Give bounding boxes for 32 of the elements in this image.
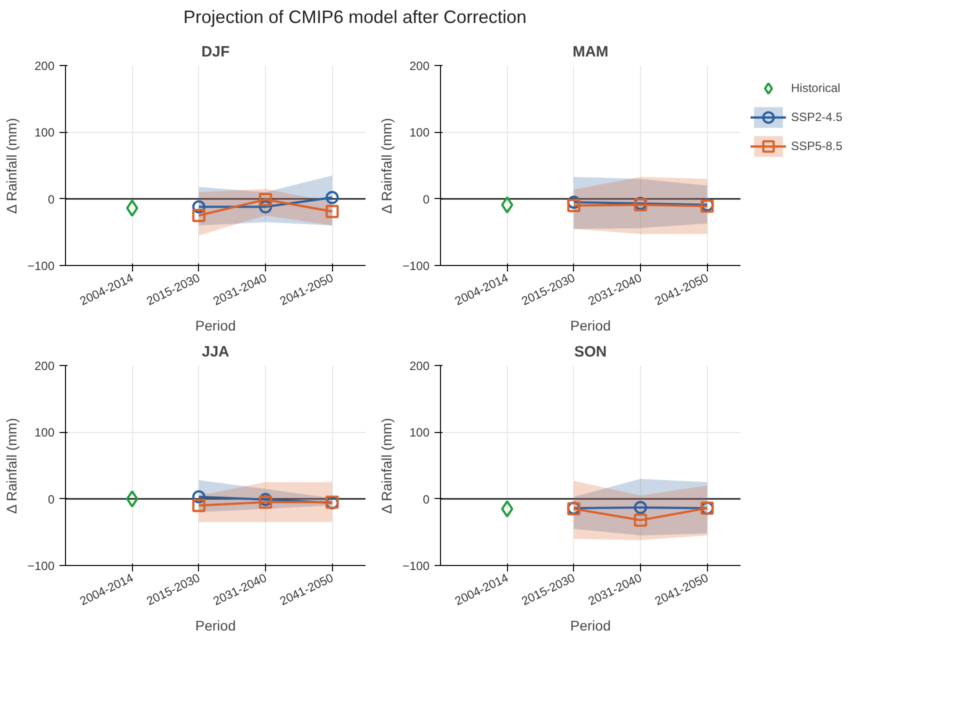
y-axis-title: Δ Rainfall (mm)	[3, 118, 20, 214]
y-tick-label: 100	[409, 125, 430, 140]
chart-title: SON	[574, 343, 607, 360]
x-axis-title: Period	[570, 617, 611, 634]
y-tick-label: 200	[34, 358, 55, 373]
y-tick-label: 0	[48, 492, 55, 506]
y-tick-label: −100	[402, 258, 430, 273]
legend-label: SSP2-4.5	[791, 110, 842, 124]
chart-title: MAM	[572, 43, 608, 60]
chart-title: DJF	[201, 43, 230, 60]
y-axis-title: Δ Rainfall (mm)	[378, 418, 394, 514]
y-tick-label: −100	[27, 558, 55, 573]
y-tick-label: −100	[402, 558, 430, 573]
y-tick-label: 100	[34, 125, 55, 140]
chart-title: JJA	[202, 343, 230, 360]
y-tick-label: 0	[48, 192, 55, 206]
y-tick-label: 200	[409, 358, 430, 373]
x-axis-title: Period	[570, 317, 611, 334]
y-tick-label: 100	[409, 425, 430, 440]
y-tick-label: 0	[422, 192, 430, 206]
y-axis-title: Δ Rainfall (mm)	[378, 118, 394, 214]
y-tick-label: −100	[27, 258, 55, 273]
y-tick-label: 100	[34, 425, 55, 440]
y-tick-label: 200	[409, 58, 430, 73]
y-axis-title: Δ Rainfall (mm)	[3, 418, 20, 514]
x-axis-title: Period	[195, 317, 236, 334]
y-tick-label: 0	[422, 492, 430, 506]
legend-label: Historical	[791, 80, 840, 95]
y-tick-label: 200	[34, 58, 55, 73]
legend-label: SSP5-8.5	[791, 138, 842, 153]
x-axis-title: Period	[195, 617, 236, 634]
text: Projection of CMIP6 model after Correction	[183, 6, 527, 29]
